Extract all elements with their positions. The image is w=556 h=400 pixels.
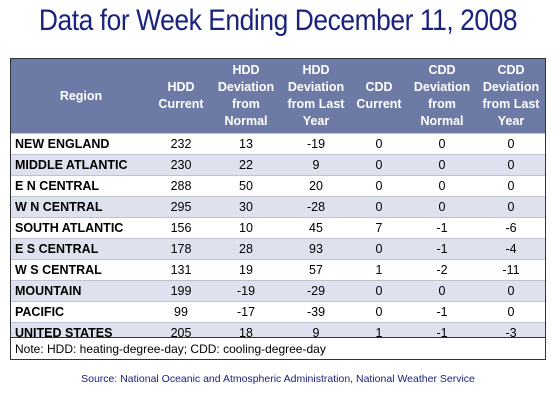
table-row: E N CENTRAL 288 50 20 0 0 0 bbox=[11, 175, 545, 197]
header-row: Region HDD Current HDD Deviation from Normal… bbox=[11, 59, 545, 134]
source-note: Source: National Oceanic and Atmospheric… bbox=[81, 373, 475, 385]
cell-hdd-dev-last: 45 bbox=[281, 217, 351, 239]
cell-cdd-dev-normal: -1 bbox=[407, 217, 477, 239]
cell-hdd-current: 288 bbox=[151, 175, 211, 197]
cell-hdd-dev-last: 20 bbox=[281, 175, 351, 197]
header-region: Region bbox=[11, 59, 151, 134]
cell-cdd-current: 0 bbox=[351, 133, 407, 155]
table-row: W S CENTRAL 131 19 57 1 -2 -11 bbox=[11, 259, 545, 281]
cell-region: SOUTH ATLANTIC bbox=[11, 217, 151, 239]
cell-cdd-current: 0 bbox=[351, 280, 407, 302]
cell-region: PACIFIC bbox=[11, 301, 151, 323]
cell-cdd-dev-last: 0 bbox=[477, 154, 545, 176]
cell-hdd-dev-normal: 30 bbox=[211, 196, 281, 218]
cell-hdd-dev-last: 9 bbox=[281, 154, 351, 176]
cell-region: MIDDLE ATLANTIC bbox=[11, 154, 151, 176]
header-hdd-dev-last: HDD Deviation from Last Year bbox=[281, 59, 351, 134]
cell-cdd-dev-last: 0 bbox=[477, 175, 545, 197]
cell-cdd-current: 0 bbox=[351, 175, 407, 197]
cell-hdd-dev-last: 57 bbox=[281, 259, 351, 281]
cell-region: W S CENTRAL bbox=[11, 259, 151, 281]
cell-hdd-current: 199 bbox=[151, 280, 211, 302]
table-body: NEW ENGLAND 232 13 -19 0 0 0 MIDDLE ATLANTIC 230… bbox=[11, 133, 545, 343]
cell-cdd-dev-last: 0 bbox=[477, 301, 545, 323]
cell-cdd-dev-normal: 0 bbox=[407, 196, 477, 218]
cell-hdd-dev-normal: 10 bbox=[211, 217, 281, 239]
cell-cdd-current: 0 bbox=[351, 238, 407, 260]
table-row: MIDDLE ATLANTIC 230 22 9 0 0 0 bbox=[11, 154, 545, 176]
cell-region: NEW ENGLAND bbox=[11, 133, 151, 155]
cell-cdd-dev-last: 0 bbox=[477, 280, 545, 302]
cell-cdd-dev-last: 0 bbox=[477, 133, 545, 155]
header-cdd-current: CDD Current bbox=[351, 59, 407, 134]
header-hdd-current: HDD Current bbox=[151, 59, 211, 134]
table-row: SOUTH ATLANTIC 156 10 45 7 -1 -6 bbox=[11, 217, 545, 239]
header-cdd-dev-normal: CDD Deviation from Normal bbox=[407, 59, 477, 134]
cell-hdd-dev-normal: 50 bbox=[211, 175, 281, 197]
cell-hdd-current: 232 bbox=[151, 133, 211, 155]
header-cdd-dev-last: CDD Deviation from Last Year bbox=[477, 59, 545, 134]
table-row: W N CENTRAL 295 30 -28 0 0 0 bbox=[11, 196, 545, 218]
cell-cdd-current: 1 bbox=[351, 259, 407, 281]
cell-hdd-dev-normal: 22 bbox=[211, 154, 281, 176]
cell-hdd-dev-normal: -17 bbox=[211, 301, 281, 323]
cell-hdd-current: 178 bbox=[151, 238, 211, 260]
cell-hdd-dev-last: -19 bbox=[281, 133, 351, 155]
cell-cdd-current: 0 bbox=[351, 154, 407, 176]
cell-region: E N CENTRAL bbox=[11, 175, 151, 197]
cell-cdd-dev-normal: 0 bbox=[407, 133, 477, 155]
cell-cdd-dev-normal: -2 bbox=[407, 259, 477, 281]
cell-cdd-dev-normal: 0 bbox=[407, 280, 477, 302]
cell-hdd-dev-last: -28 bbox=[281, 196, 351, 218]
cell-hdd-dev-normal: 28 bbox=[211, 238, 281, 260]
cell-hdd-dev-last: -39 bbox=[281, 301, 351, 323]
cell-cdd-current: 7 bbox=[351, 217, 407, 239]
cell-hdd-dev-last: 93 bbox=[281, 238, 351, 260]
cell-hdd-dev-last: -29 bbox=[281, 280, 351, 302]
page-title: Data for Week Ending December 11, 2008 bbox=[38, 4, 518, 37]
degree-day-table: Region HDD Current HDD Deviation from Normal… bbox=[11, 59, 545, 343]
cell-cdd-current: 0 bbox=[351, 196, 407, 218]
table-note: Note: HDD: heating-degree-day; CDD: cool… bbox=[11, 337, 545, 359]
cell-region: W N CENTRAL bbox=[11, 196, 151, 218]
cell-cdd-dev-last: 0 bbox=[477, 196, 545, 218]
cell-hdd-current: 156 bbox=[151, 217, 211, 239]
cell-hdd-dev-normal: 19 bbox=[211, 259, 281, 281]
cell-hdd-current: 230 bbox=[151, 154, 211, 176]
cell-hdd-current: 131 bbox=[151, 259, 211, 281]
cell-cdd-dev-normal: 0 bbox=[407, 175, 477, 197]
table-row: E S CENTRAL 178 28 93 0 -1 -4 bbox=[11, 238, 545, 260]
table-row: MOUNTAIN 199 -19 -29 0 0 0 bbox=[11, 280, 545, 302]
cell-cdd-dev-normal: -1 bbox=[407, 238, 477, 260]
table-row: PACIFIC 99 -17 -39 0 -1 0 bbox=[11, 301, 545, 323]
cell-cdd-dev-normal: 0 bbox=[407, 154, 477, 176]
header-hdd-dev-normal: HDD Deviation from Normal bbox=[211, 59, 281, 134]
table-row: NEW ENGLAND 232 13 -19 0 0 0 bbox=[11, 133, 545, 155]
cell-region: E S CENTRAL bbox=[11, 238, 151, 260]
cell-region: MOUNTAIN bbox=[11, 280, 151, 302]
cell-cdd-dev-normal: -1 bbox=[407, 301, 477, 323]
data-table-container: Region HDD Current HDD Deviation from Normal… bbox=[10, 58, 546, 360]
cell-cdd-current: 0 bbox=[351, 301, 407, 323]
cell-cdd-dev-last: -11 bbox=[477, 259, 545, 281]
cell-cdd-dev-last: -4 bbox=[477, 238, 545, 260]
cell-hdd-dev-normal: -19 bbox=[211, 280, 281, 302]
cell-hdd-dev-normal: 13 bbox=[211, 133, 281, 155]
cell-hdd-current: 295 bbox=[151, 196, 211, 218]
cell-hdd-current: 99 bbox=[151, 301, 211, 323]
cell-cdd-dev-last: -6 bbox=[477, 217, 545, 239]
